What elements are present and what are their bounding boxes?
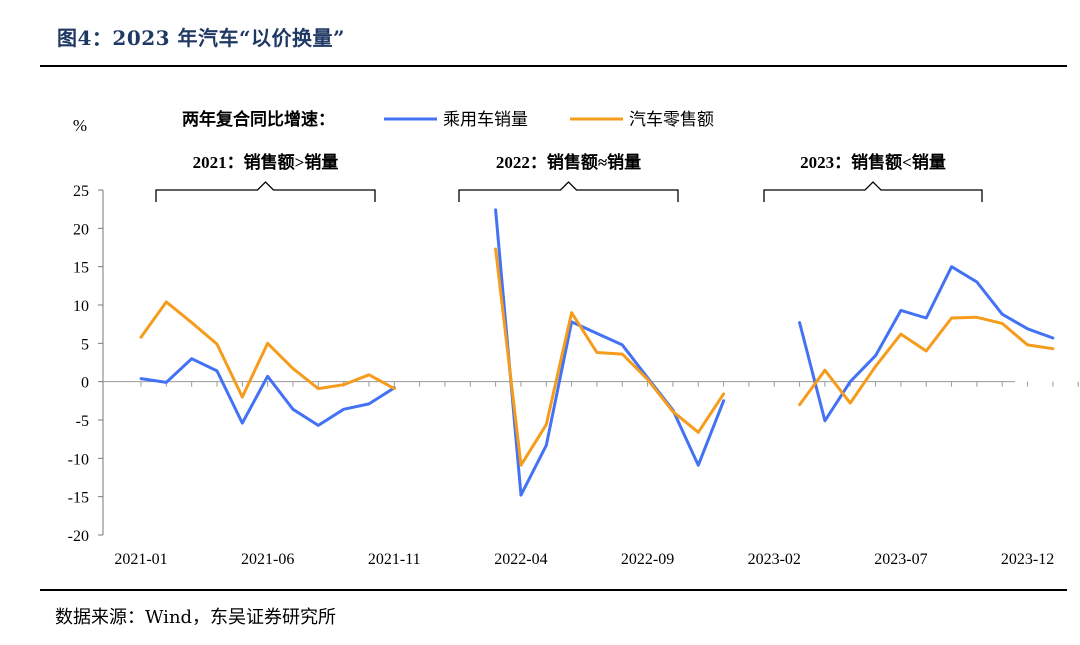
y-tick-label: -10 — [68, 451, 89, 468]
series-line-retail-sales — [494, 247, 726, 467]
series-line-sales-volume — [139, 357, 396, 427]
group-label: 2022：销售额≈销量 — [496, 152, 641, 172]
y-tick-label: 10 — [73, 298, 89, 315]
group-bracket — [155, 181, 376, 202]
series-line-retail-sales — [798, 315, 1055, 407]
group-label: 2021：销售额>销量 — [193, 152, 339, 172]
series-line-sales-volume — [798, 265, 1055, 423]
source-divider — [40, 589, 1067, 591]
group-label: 2023：销售额<销量 — [800, 152, 946, 172]
y-tick-label: 5 — [81, 336, 89, 353]
series-line-retail-sales — [139, 300, 396, 399]
legend-title: 两年复合同比增速： — [182, 109, 335, 129]
x-tick-label: 2021-11 — [368, 551, 421, 568]
x-tick-label: 2021-01 — [114, 551, 167, 568]
group-bracket — [458, 181, 679, 202]
x-tick-label: 2023-02 — [748, 551, 801, 568]
legend: 两年复合同比增速： 乘用车销量 汽车零售额 — [182, 109, 714, 129]
y-tick-label: 20 — [73, 221, 89, 238]
y-tick-label: 15 — [73, 260, 89, 277]
x-tick-label: 2023-12 — [1001, 551, 1054, 568]
y-tick-label: 25 — [73, 183, 89, 200]
x-tick-label: 2022-09 — [621, 551, 674, 568]
x-tick-label: 2021-06 — [241, 551, 294, 568]
line-chart: % 两年复合同比增速： 乘用车销量 汽车零售额 2021：销售额>销量 2022：… — [68, 109, 1079, 568]
x-tick-label: 2023-07 — [874, 551, 927, 568]
series-line-sales-volume — [494, 208, 726, 497]
x-tick-label: 2022-04 — [494, 551, 547, 568]
figure-title: 图4：2023 年汽车“以价换量” — [57, 26, 346, 50]
legend-label-retail-sales: 汽车零售额 — [629, 110, 714, 129]
title-divider — [40, 65, 1067, 67]
y-axis-unit: % — [73, 116, 87, 135]
legend-label-sales-volume: 乘用车销量 — [443, 110, 528, 129]
y-tick-label: -5 — [76, 413, 89, 430]
y-tick-label: -15 — [68, 490, 89, 507]
group-bracket — [763, 181, 983, 202]
y-tick-label: 0 — [81, 375, 89, 392]
source-note: 数据来源：Wind，东吴证券研究所 — [55, 607, 337, 628]
y-tick-label: -20 — [68, 528, 89, 545]
